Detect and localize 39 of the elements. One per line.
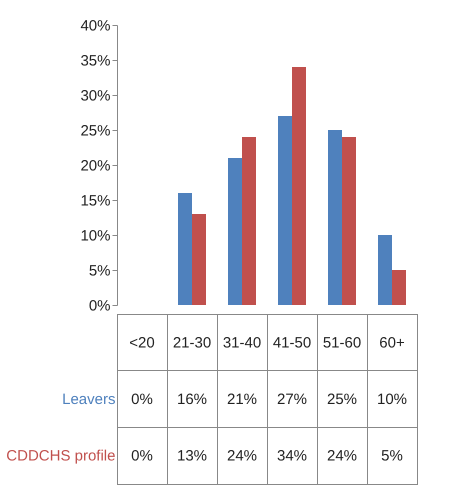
text: CDDCHS profile — [6, 448, 116, 465]
x-tick-label: 51-60 — [322, 334, 362, 352]
x-tick-label: 41-50 — [272, 334, 312, 352]
data-label: 24% — [226, 448, 258, 465]
data-label: 0% — [131, 391, 153, 408]
data-label: 24% — [326, 448, 358, 465]
data-label: 13% — [176, 448, 208, 465]
data-label: 10% — [376, 391, 408, 408]
y-tick-label: 0% — [88, 298, 110, 314]
y-tick-label: 40% — [80, 18, 110, 34]
y-tick-label: 10% — [80, 228, 110, 244]
bar — [342, 137, 356, 305]
bar — [378, 235, 392, 305]
data-label: 5% — [381, 448, 403, 465]
data-label: 34% — [276, 448, 308, 465]
x-tick-label: <20 — [129, 334, 155, 352]
x-tick-label: 31-40 — [222, 334, 262, 352]
bar — [328, 130, 342, 305]
y-tick-label: 25% — [80, 122, 110, 140]
y-tick-label: 30% — [80, 88, 110, 104]
bar — [178, 193, 192, 305]
data-label: 21% — [226, 391, 258, 408]
bar — [278, 116, 292, 305]
x-tick-label: 21-30 — [172, 334, 212, 352]
bar — [242, 137, 256, 305]
bar — [228, 158, 242, 305]
data-label: 27% — [276, 391, 308, 408]
data-label: 0% — [131, 448, 153, 465]
bar — [292, 67, 306, 305]
data-label: 16% — [176, 391, 208, 408]
text: Leavers — [62, 391, 116, 408]
data-label: 25% — [326, 391, 358, 408]
bar — [192, 214, 206, 305]
bar — [392, 270, 406, 305]
y-tick-label: 35% — [80, 52, 110, 70]
y-tick-label: 15% — [80, 192, 110, 210]
y-tick-label: 5% — [88, 262, 110, 280]
x-tick-label: 60+ — [379, 334, 405, 352]
y-tick-label: 20% — [80, 158, 110, 174]
